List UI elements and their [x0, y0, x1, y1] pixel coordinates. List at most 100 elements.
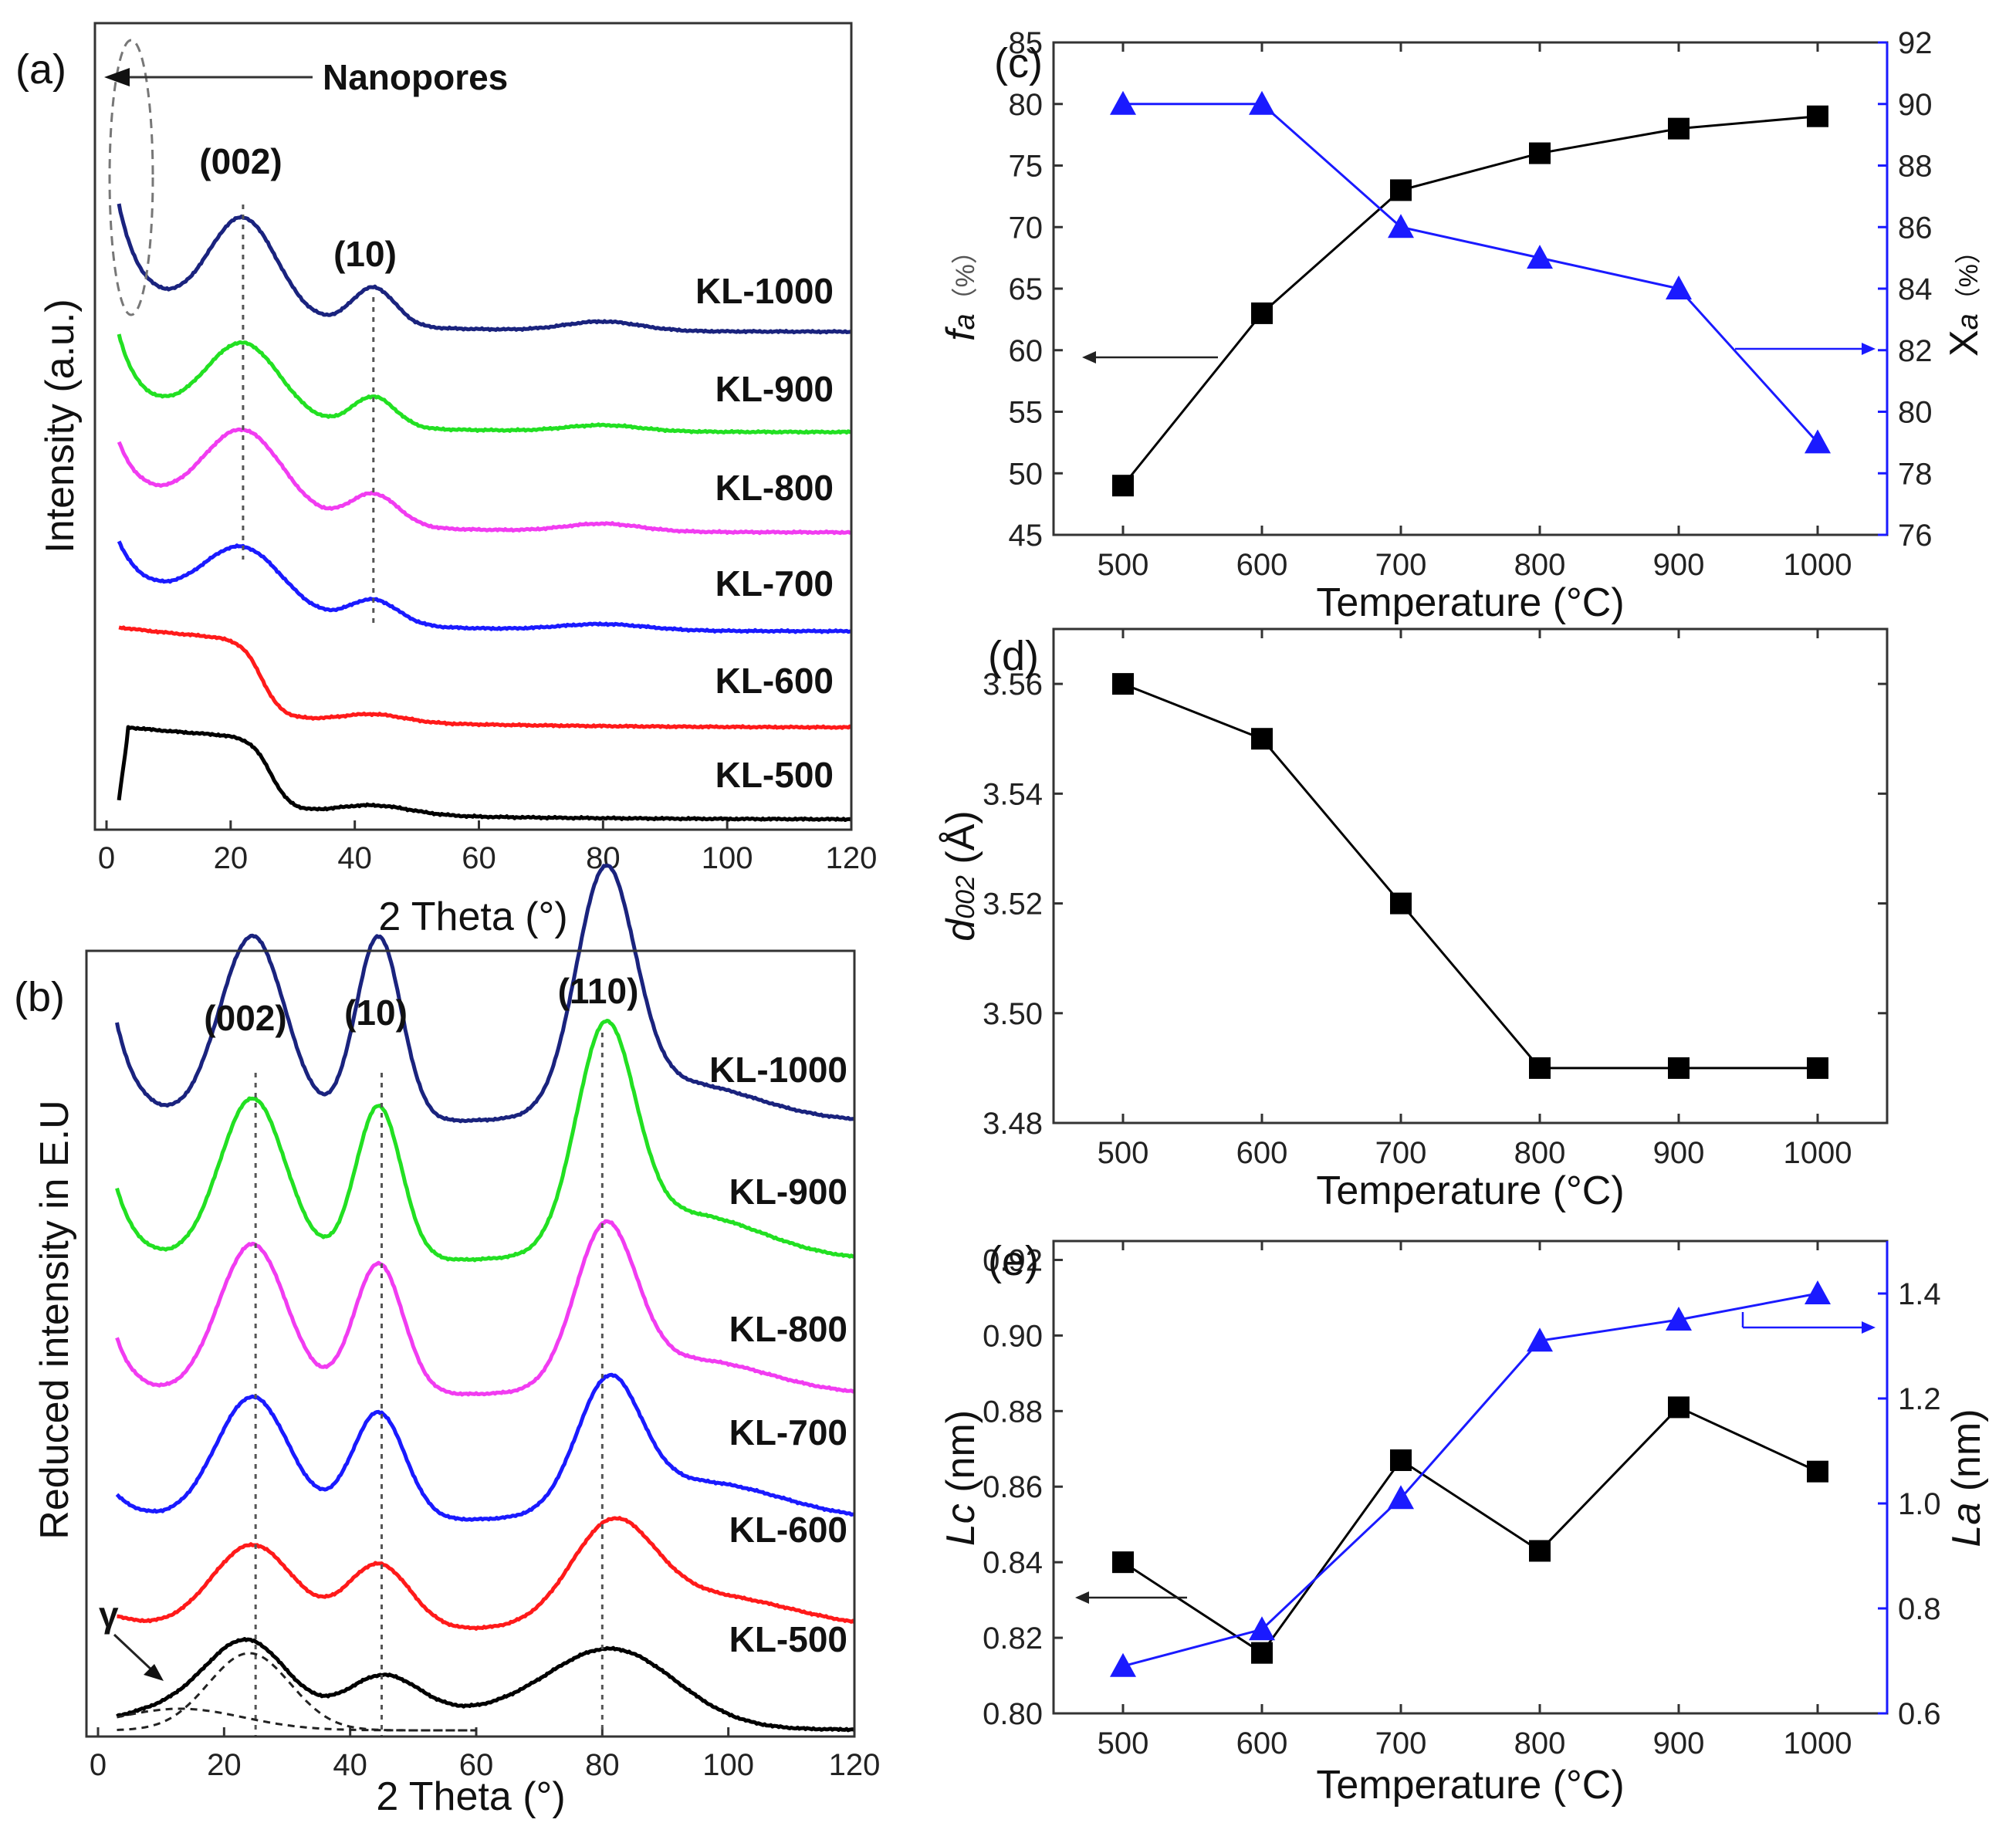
y-tick-label: 90	[1898, 88, 1933, 122]
y-axis-title-left: fa（%）	[939, 238, 983, 341]
y-axis-title-left: Lc (nm)	[939, 1410, 983, 1546]
series-label: KL-800	[715, 468, 834, 508]
square-marker	[1529, 142, 1551, 164]
square-marker	[1112, 1551, 1134, 1574]
y-axis-title-right: La (nm)	[1944, 1409, 1989, 1547]
square-marker	[1112, 673, 1134, 695]
y-tick-label: 86	[1898, 211, 1933, 245]
nanopores-label: Nanopores	[323, 57, 508, 97]
series-line-Lc	[1122, 1405, 1818, 1655]
series-label: KL-1000	[709, 1050, 847, 1090]
y-tick-label: 70	[1009, 211, 1044, 245]
square-marker	[1251, 1642, 1273, 1664]
square-marker	[1529, 1057, 1551, 1079]
series-line	[115, 1019, 855, 1263]
series-label: KL-700	[715, 563, 834, 604]
triangle-marker	[1110, 1652, 1136, 1677]
axis-title-part: Lc	[939, 1503, 983, 1546]
y-tick-label: 55	[1009, 396, 1044, 430]
square-marker	[1807, 105, 1828, 127]
x-tick-label: 900	[1653, 1726, 1705, 1760]
x-tick-label: 700	[1375, 548, 1427, 582]
y-tick-label: 45	[1009, 519, 1044, 553]
square-marker	[1668, 1396, 1690, 1419]
x-axis-title: 2 Theta (°)	[376, 1774, 565, 1819]
series-label: KL-1000	[695, 271, 834, 311]
panel-b: 0 20 40 60 80 100 120 KL-1000 KL-900 KL-800 KL-700…	[14, 864, 881, 1819]
triangle-marker	[1666, 1307, 1692, 1331]
series-label: KL-500	[715, 755, 834, 795]
panel-label: (c)	[994, 40, 1043, 86]
series-line-La	[1122, 1292, 1818, 1668]
axis-arrow-head	[1082, 351, 1096, 364]
series-label: KL-900	[729, 1172, 847, 1212]
x-tick-label: 600	[1236, 1726, 1288, 1760]
y-tick-label: 75	[1009, 150, 1044, 184]
axis-title-part: (nm)	[1944, 1409, 1989, 1502]
x-tick-label: 120	[826, 841, 878, 875]
series-line	[115, 864, 855, 1124]
square-marker	[1807, 1460, 1828, 1483]
axis-title-part: （%）	[951, 238, 980, 313]
y-tick-label: 78	[1898, 457, 1933, 491]
y-tick-label: 1.0	[1898, 1487, 1941, 1521]
panel-a-frame	[93, 22, 853, 831]
triangle-marker	[1388, 1485, 1414, 1510]
square-marker	[1390, 1449, 1412, 1471]
x-tick-label: 20	[207, 1748, 242, 1782]
y-tick-label: 0.80	[983, 1697, 1043, 1731]
series-label: KL-600	[729, 1510, 847, 1550]
y-tick-label: 60	[1009, 334, 1044, 368]
panel-d-frame	[1052, 627, 1889, 1124]
x-tick-label: 80	[585, 1748, 620, 1782]
triangle-marker	[1249, 1616, 1275, 1641]
axis-title-part: X	[1942, 330, 1987, 357]
peak-label-002: (002)	[204, 998, 286, 1038]
series-line	[117, 427, 852, 536]
triangle-marker	[1249, 90, 1275, 115]
panel-label: (d)	[988, 633, 1039, 679]
y-tick-label: 85	[1009, 26, 1044, 60]
panel-label: (b)	[14, 974, 65, 1020]
x-tick-label: 800	[1514, 1136, 1566, 1170]
series-line-Xa	[1123, 103, 1819, 444]
series-label: KL-900	[715, 369, 834, 409]
x-tick-label: 120	[829, 1748, 881, 1782]
series-line	[117, 203, 852, 335]
y-tick-label: 3.54	[983, 777, 1043, 811]
x-tick-label: 40	[333, 1748, 367, 1782]
y-tick-label: 82	[1898, 334, 1933, 368]
nanopores-arrow-head	[104, 68, 130, 86]
series-line	[115, 1219, 855, 1397]
triangle-marker	[1527, 1327, 1553, 1352]
y-tick-label: 3.48	[983, 1107, 1043, 1141]
x-axis-title: Temperature (°C)	[1316, 1168, 1624, 1213]
y-axis-title: Intensity (a.u.)	[38, 299, 83, 553]
series-label: KL-700	[729, 1412, 847, 1453]
x-axis-title: 2 Theta (°)	[378, 895, 567, 939]
axis-title-part: a	[1952, 313, 1984, 330]
peak-label-10: (10)	[333, 234, 397, 274]
peak-label-002: (002)	[199, 141, 282, 181]
triangle-marker	[1527, 245, 1553, 269]
x-tick-label: 800	[1514, 548, 1566, 582]
axis-title-part: (nm)	[939, 1410, 983, 1503]
gamma-arrow-head	[144, 1664, 164, 1681]
axis-title-part: （%）	[1954, 238, 1984, 313]
panel-e: 500 600 700 800 900 1000 0.80 0.82 0.84 0.86 0.88 0…	[939, 1238, 1989, 1808]
axis-arrow-head	[1862, 343, 1876, 355]
y-tick-label: 80	[1898, 396, 1933, 430]
series-line	[117, 725, 853, 822]
panel-c: 500 600 700 800 900 1000 45 50 55 60 65 70 75 80 85 76 7…	[939, 26, 1987, 625]
axis-title-part: 002	[951, 875, 980, 919]
triangle-marker	[1666, 276, 1692, 299]
square-marker	[1529, 1540, 1551, 1562]
deconvolution-curve	[117, 1707, 476, 1732]
y-tick-label: 1.4	[1898, 1277, 1941, 1311]
y-tick-label: 76	[1898, 519, 1933, 553]
axis-title-part: f	[939, 326, 983, 341]
x-tick-label: 20	[214, 841, 249, 875]
x-tick-label: 600	[1236, 1136, 1288, 1170]
x-tick-label: 100	[702, 1748, 754, 1782]
x-tick-label: 0	[90, 1748, 107, 1782]
